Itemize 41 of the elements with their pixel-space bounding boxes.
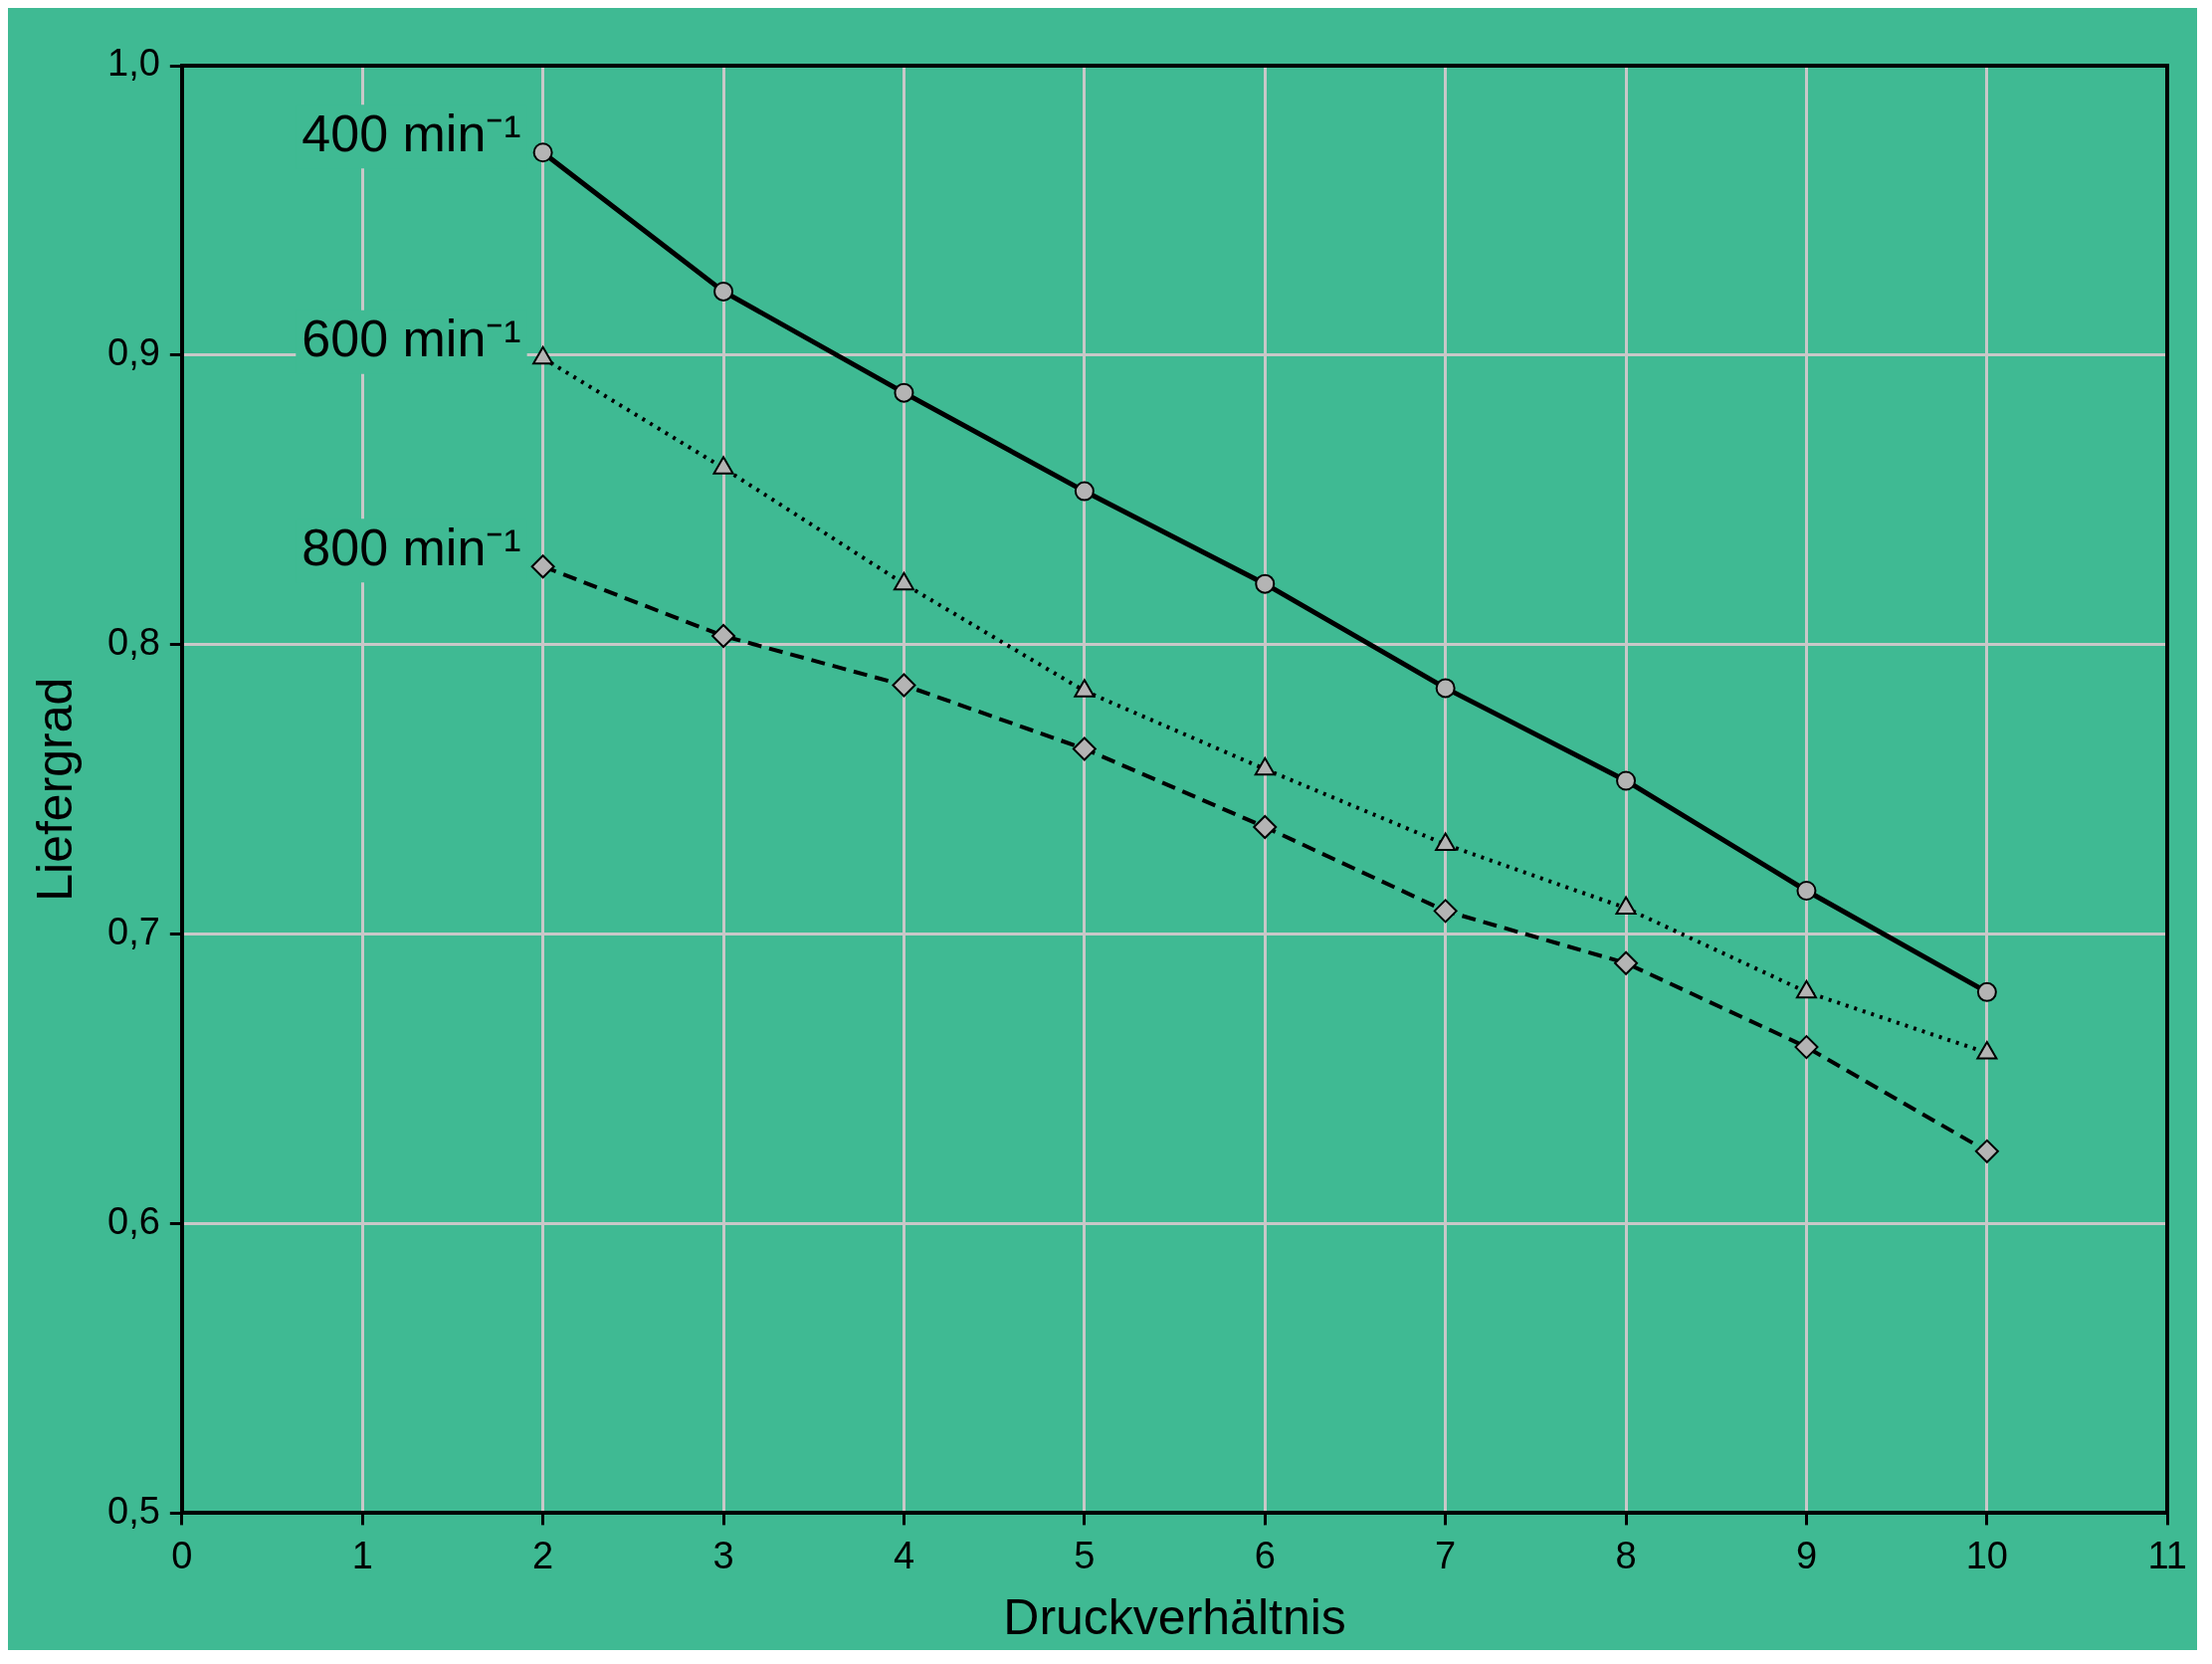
x-tick-label: 10 xyxy=(1965,1534,2009,1576)
y-tick-label: 1,0 xyxy=(107,42,160,85)
point xyxy=(532,142,553,163)
point xyxy=(530,554,555,579)
point xyxy=(1253,815,1278,840)
point xyxy=(1433,899,1458,924)
series-label: 800 min⁻¹ xyxy=(302,518,521,576)
point xyxy=(1796,881,1817,902)
point xyxy=(1616,770,1637,791)
series-label: 600 min⁻¹ xyxy=(302,310,521,368)
x-tick-label: 9 xyxy=(1795,1534,1818,1576)
x-tick-label: 5 xyxy=(1074,1534,1096,1576)
point xyxy=(1074,481,1095,502)
y-axis-title: Liefergrad xyxy=(26,677,83,902)
x-tick-label: 1 xyxy=(351,1534,373,1576)
point xyxy=(1255,573,1276,594)
point xyxy=(1435,678,1456,699)
x-tick-label: 0 xyxy=(171,1534,193,1576)
x-tick-label: 7 xyxy=(1435,1534,1457,1576)
point xyxy=(711,624,736,649)
point xyxy=(713,281,734,302)
y-tick-label: 0,9 xyxy=(107,331,160,374)
point xyxy=(1072,736,1097,761)
x-tick-label: 11 xyxy=(2147,1534,2187,1576)
x-tick-label: 6 xyxy=(1254,1534,1276,1576)
point xyxy=(1976,981,1997,1002)
point xyxy=(1974,1139,1999,1163)
x-tick-label: 8 xyxy=(1615,1534,1637,1576)
point xyxy=(1794,1035,1819,1060)
point xyxy=(1614,950,1639,975)
point xyxy=(892,673,916,698)
series-label: 400 min⁻¹ xyxy=(302,104,521,162)
y-tick-label: 0,5 xyxy=(107,1489,160,1532)
x-tick-label: 4 xyxy=(893,1534,915,1576)
y-tick-label: 0,8 xyxy=(107,621,160,664)
y-tick-label: 0,6 xyxy=(107,1200,160,1242)
x-axis-title: Druckverhältnis xyxy=(1003,1588,1346,1645)
y-tick-label: 0,7 xyxy=(107,911,160,953)
point xyxy=(894,382,914,403)
x-tick-label: 2 xyxy=(532,1534,554,1576)
x-tick-label: 3 xyxy=(712,1534,734,1576)
